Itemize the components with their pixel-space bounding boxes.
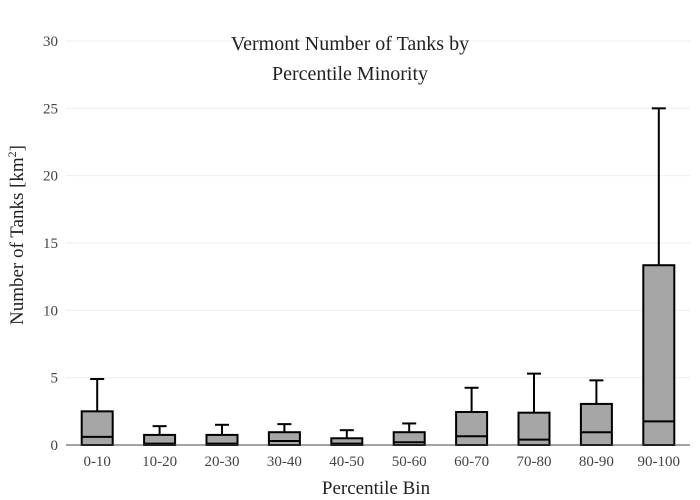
y-tick-labels: 0 5 10 15 20 25 30	[43, 34, 58, 454]
y-axis-label-close: ]	[7, 145, 28, 151]
box-90-100	[642, 107, 676, 446]
y-tick-label: 5	[51, 371, 59, 387]
box-70-80	[517, 372, 551, 446]
iqr-box	[642, 264, 676, 446]
y-axis-label: Number of Tanks [km2]	[5, 145, 28, 325]
box-30-40	[267, 423, 301, 446]
box-50-60	[392, 422, 426, 446]
box-0-10	[80, 378, 114, 447]
iqr-box	[455, 411, 489, 446]
chart-title-line1: Vermont Number of Tanks by	[231, 33, 469, 55]
y-axis-label-main: Number of Tanks [km	[7, 157, 28, 325]
y-tick-label: 25	[43, 101, 58, 117]
x-axis-label: Percentile Bin	[322, 478, 431, 499]
x-tick-label: 10-20	[142, 454, 177, 470]
x-tick-label: 70-80	[517, 454, 552, 470]
x-tick-label: 50-60	[392, 454, 427, 470]
x-tick-labels: 0-10 10-20 20-30 30-40 40-50 50-60 60-70 70-80 8…	[83, 454, 680, 470]
x-tick-label: 20-30	[205, 454, 240, 470]
gridlines	[66, 40, 690, 379]
x-tick-label: 40-50	[329, 454, 364, 470]
y-tick-label: 15	[43, 236, 58, 252]
box-series	[80, 107, 676, 447]
iqr-box	[267, 431, 301, 446]
x-tick-label: 60-70	[454, 454, 489, 470]
iqr-box	[579, 402, 613, 446]
x-tick-label: 0-10	[83, 454, 111, 470]
x-tick-label: 30-40	[267, 454, 302, 470]
y-axis-label-superscript: 2	[5, 151, 19, 157]
box-10-20	[143, 425, 177, 446]
x-tick-label: 80-90	[579, 454, 614, 470]
y-tick-label: 20	[43, 169, 58, 185]
x-tick-label: 90-100	[638, 454, 681, 470]
box-40-50	[330, 429, 364, 446]
y-tick-label: 0	[51, 438, 59, 454]
chart-title-line2: Percentile Minority	[272, 63, 428, 85]
box-60-70	[455, 386, 489, 446]
y-tick-label: 30	[43, 34, 58, 50]
box-80-90	[579, 379, 613, 446]
box-20-30	[205, 423, 239, 446]
y-tick-label: 10	[43, 303, 58, 319]
iqr-box	[80, 410, 114, 447]
